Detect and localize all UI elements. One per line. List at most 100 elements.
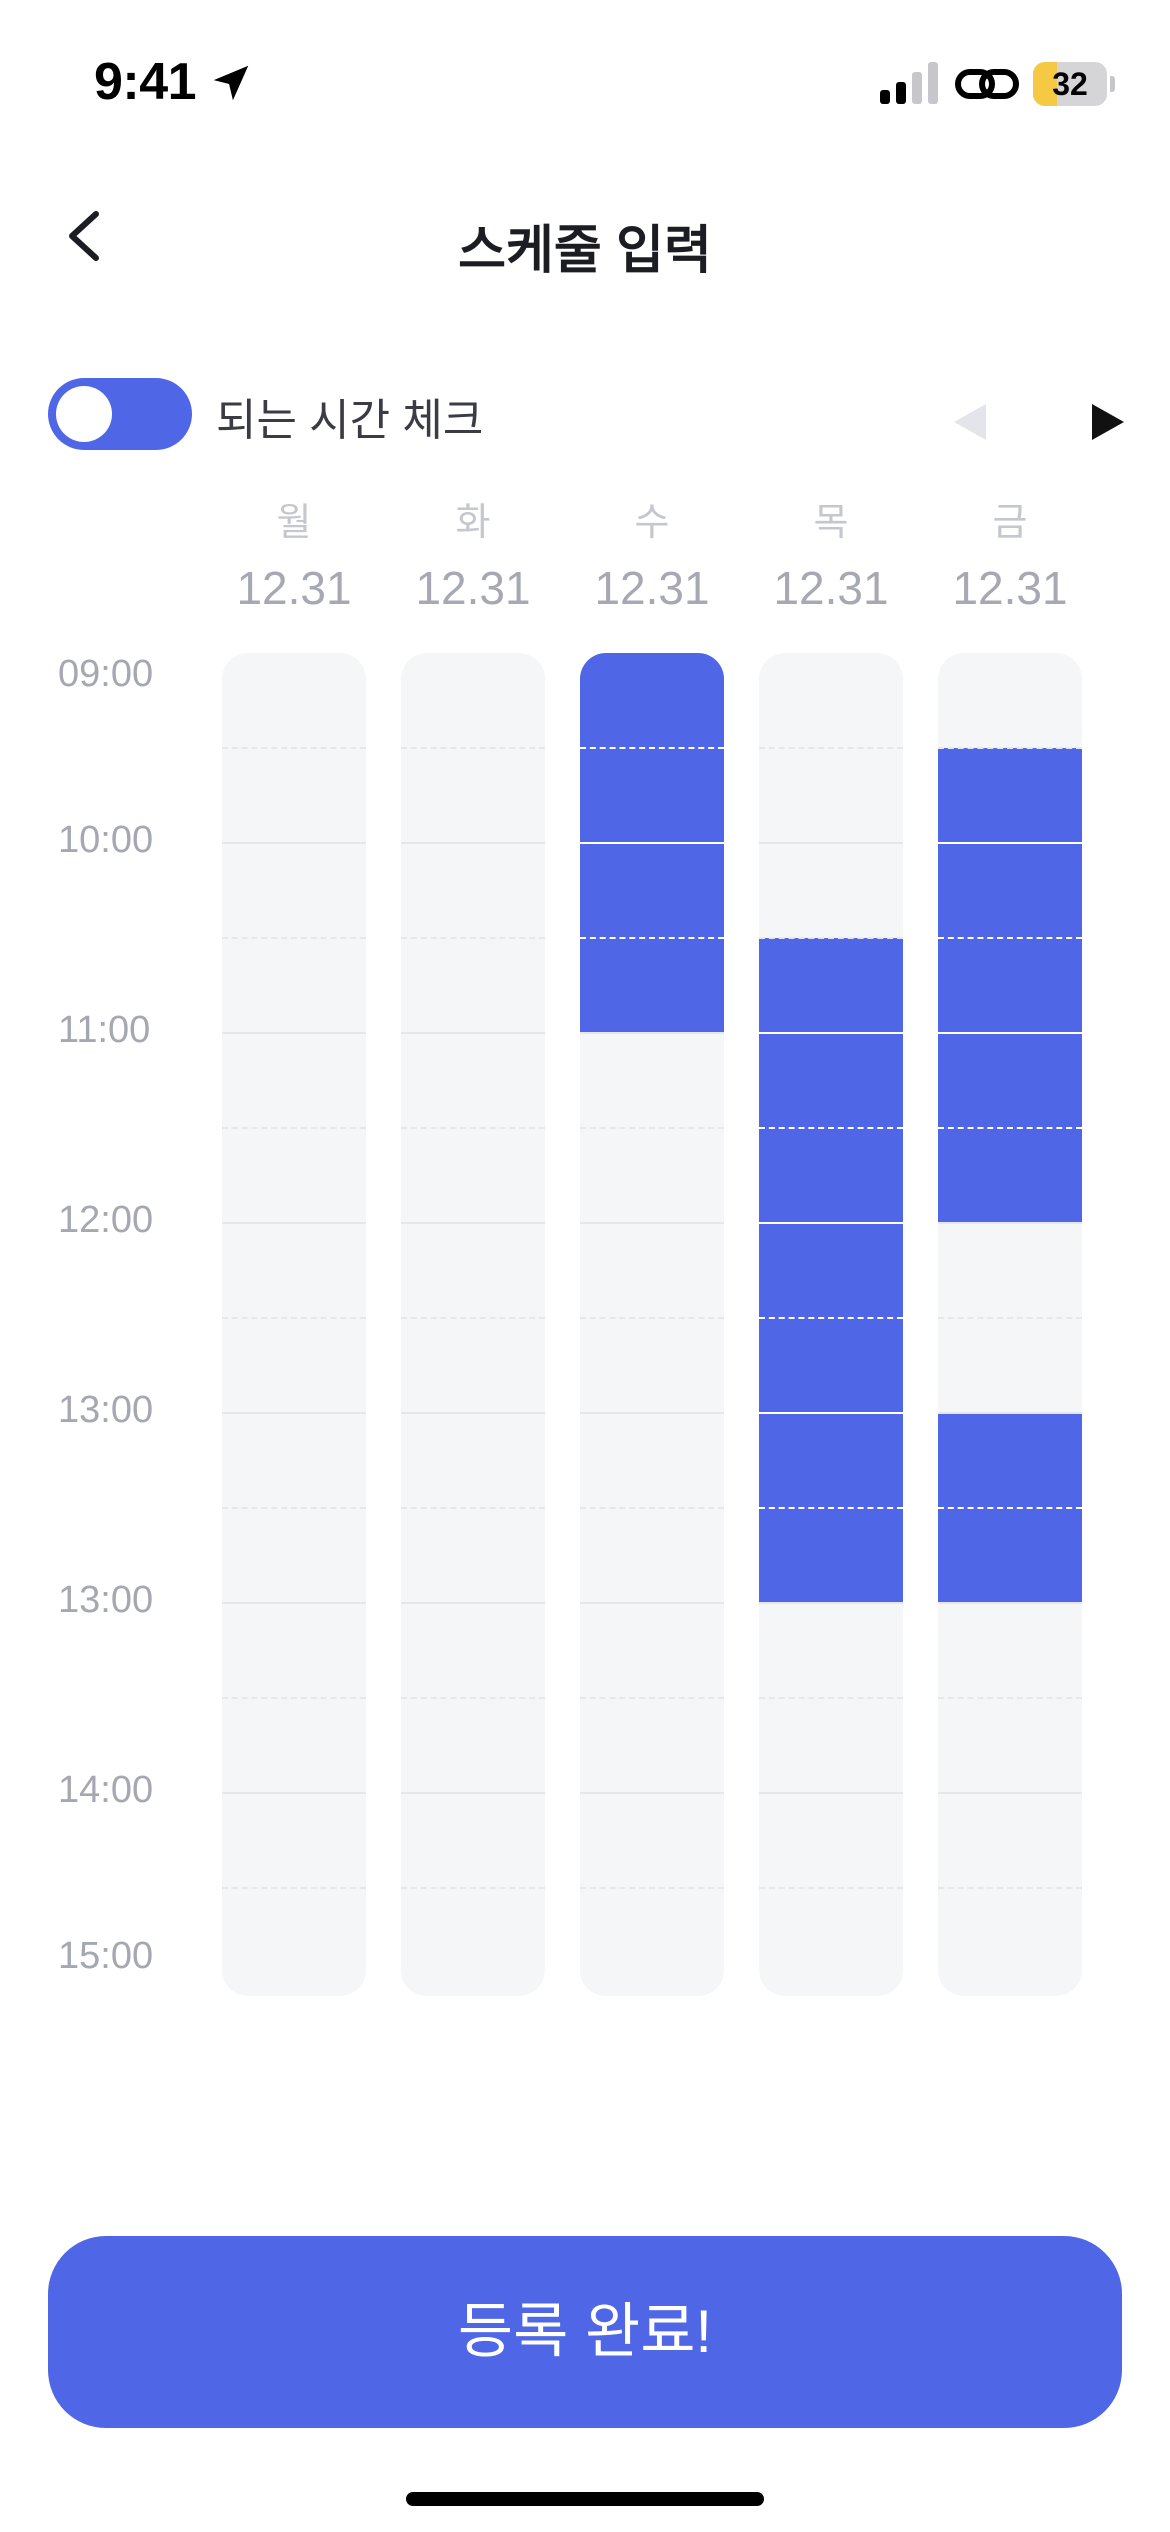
previous-week-arrow-icon[interactable]: [950, 400, 990, 444]
half-hour-divider: [222, 1127, 366, 1129]
half-hour-divider: [580, 1127, 724, 1129]
hour-divider: [580, 842, 724, 844]
hour-divider: [580, 1792, 724, 1794]
hour-divider: [759, 1412, 903, 1414]
hour-divider: [401, 1602, 545, 1604]
hour-divider: [401, 1222, 545, 1224]
page-title: 스케줄 입력: [458, 222, 712, 280]
hour-divider: [401, 842, 545, 844]
battery-indicator: 32: [1033, 62, 1115, 106]
hour-divider: [222, 1222, 366, 1224]
available-time-toggle[interactable]: [48, 378, 192, 450]
time-label: 15:00: [58, 1935, 154, 1977]
hour-divider: [222, 1032, 366, 1034]
half-hour-divider: [759, 1127, 903, 1129]
selected-time-slot[interactable]: [580, 748, 724, 844]
hour-divider: [759, 842, 903, 844]
day-date: 12.31: [594, 562, 710, 614]
toggle-knob: [56, 386, 112, 442]
selected-time-slot[interactable]: [580, 938, 724, 1034]
selected-time-slot[interactable]: [938, 748, 1082, 844]
half-hour-divider: [401, 937, 545, 939]
selected-time-slot[interactable]: [580, 653, 724, 749]
selected-time-slot[interactable]: [759, 938, 903, 1034]
hour-divider: [222, 1412, 366, 1414]
selected-time-slot[interactable]: [938, 1413, 1082, 1509]
half-hour-divider: [938, 1697, 1082, 1699]
submit-button[interactable]: 등록 완료!: [48, 2236, 1122, 2428]
half-hour-divider: [222, 937, 366, 939]
selected-time-slot[interactable]: [759, 1508, 903, 1604]
day-name: 목: [813, 502, 849, 544]
half-hour-divider: [759, 1507, 903, 1509]
half-hour-divider: [759, 1317, 903, 1319]
hour-divider: [938, 1602, 1082, 1604]
half-hour-divider: [759, 747, 903, 749]
selected-time-slot[interactable]: [938, 1128, 1082, 1224]
half-hour-divider: [401, 747, 545, 749]
day-date: 12.31: [236, 562, 352, 614]
half-hour-divider: [580, 937, 724, 939]
selected-time-slot[interactable]: [759, 1413, 903, 1509]
hour-divider: [759, 1222, 903, 1224]
day-date: 12.31: [952, 562, 1068, 614]
selected-time-slot[interactable]: [759, 1128, 903, 1224]
selected-time-slot[interactable]: [938, 1508, 1082, 1604]
selected-time-slot[interactable]: [759, 1223, 903, 1319]
half-hour-divider: [401, 1317, 545, 1319]
day-date: 12.31: [773, 562, 889, 614]
half-hour-divider: [938, 1887, 1082, 1889]
day-header-thu: 목 12.31: [759, 500, 903, 616]
half-hour-divider: [401, 1507, 545, 1509]
home-indicator: [406, 2492, 764, 2506]
next-week-arrow-icon[interactable]: [1088, 400, 1128, 444]
half-hour-divider: [938, 1127, 1082, 1129]
hour-divider: [938, 1222, 1082, 1224]
selected-time-slot[interactable]: [938, 1033, 1082, 1129]
time-label: 10:00: [58, 819, 154, 861]
day-date: 12.31: [415, 562, 531, 614]
time-label: 09:00: [58, 653, 154, 695]
selected-time-slot[interactable]: [938, 843, 1082, 939]
hour-divider: [580, 1602, 724, 1604]
half-hour-divider: [222, 1697, 366, 1699]
half-hour-divider: [759, 1887, 903, 1889]
half-hour-divider: [222, 1317, 366, 1319]
schedule-column-wed[interactable]: [580, 653, 724, 1996]
location-arrow-icon: [213, 65, 249, 101]
selected-time-slot[interactable]: [759, 1318, 903, 1414]
day-header-wed: 수 12.31: [580, 500, 724, 616]
selected-time-slot[interactable]: [938, 938, 1082, 1034]
hour-divider: [759, 1602, 903, 1604]
half-hour-divider: [759, 937, 903, 939]
hour-divider: [222, 842, 366, 844]
half-hour-divider: [401, 1887, 545, 1889]
hour-divider: [580, 1412, 724, 1414]
day-header-mon: 월 12.31: [222, 500, 366, 616]
cellular-signal-icon: [880, 62, 938, 104]
schedule-column-fri[interactable]: [938, 653, 1082, 1996]
back-chevron-icon[interactable]: [60, 208, 110, 264]
time-label: 13:00: [58, 1389, 154, 1431]
half-hour-divider: [580, 1697, 724, 1699]
hour-divider: [938, 1792, 1082, 1794]
time-label: 11:00: [58, 1009, 151, 1051]
half-hour-divider: [401, 1697, 545, 1699]
hour-divider: [580, 1222, 724, 1224]
hour-divider: [401, 1032, 545, 1034]
hour-divider: [938, 1032, 1082, 1034]
time-label: 12:00: [58, 1199, 154, 1241]
schedule-column-thu[interactable]: [759, 653, 903, 1996]
half-hour-divider: [938, 1507, 1082, 1509]
half-hour-divider: [401, 1127, 545, 1129]
time-label: 13:00: [58, 1579, 154, 1621]
schedule-column-tue[interactable]: [401, 653, 545, 1996]
half-hour-divider: [759, 1697, 903, 1699]
toggle-label: 되는 시간 체크: [216, 396, 484, 445]
schedule-column-mon[interactable]: [222, 653, 366, 1996]
day-name: 화: [455, 502, 491, 544]
day-header-tue: 화 12.31: [401, 500, 545, 616]
hour-divider: [222, 1602, 366, 1604]
selected-time-slot[interactable]: [580, 843, 724, 939]
selected-time-slot[interactable]: [759, 1033, 903, 1129]
